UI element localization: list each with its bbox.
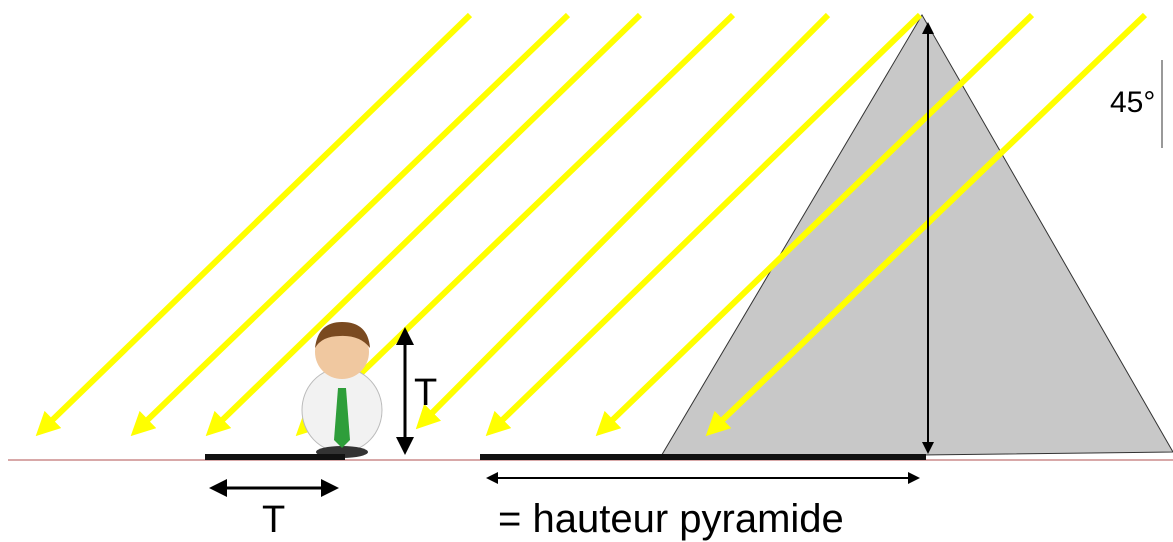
- diagram: 45° T T = hauteur pyramide: [0, 0, 1173, 542]
- height-label: T: [414, 372, 437, 414]
- pyramid-shadow-label: = hauteur pyramide: [498, 497, 844, 541]
- shadow-label: T: [262, 499, 285, 541]
- angle-label: 45°: [1110, 86, 1155, 119]
